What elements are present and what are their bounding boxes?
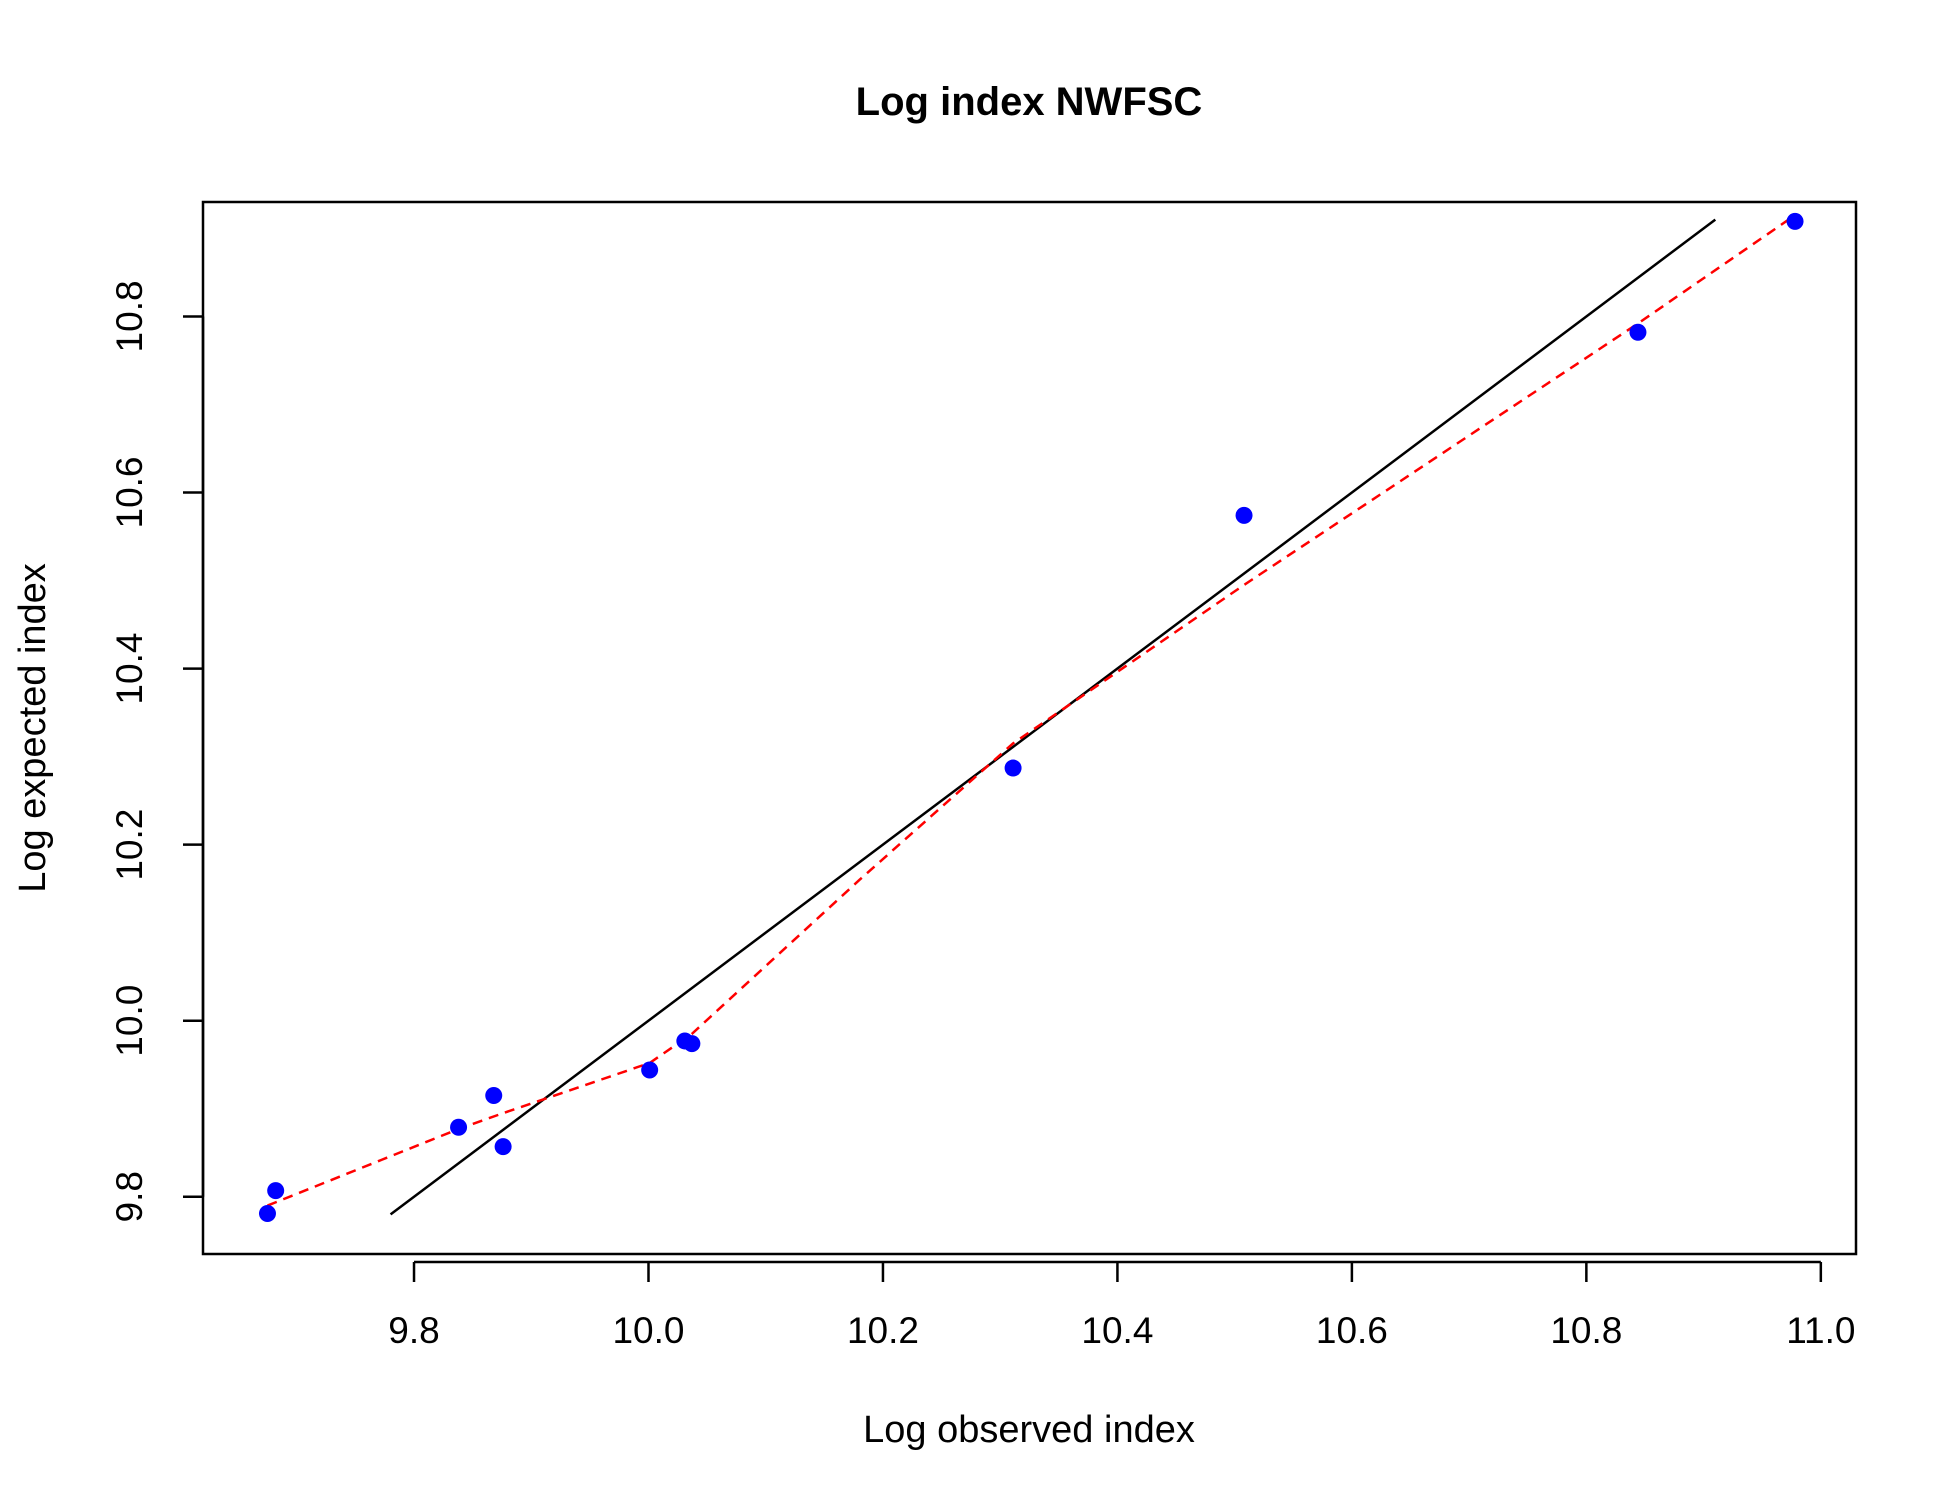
y-tick-label: 10.8 xyxy=(109,280,150,352)
data-point xyxy=(450,1118,468,1136)
data-point xyxy=(641,1061,659,1079)
x-tick-label: 10.6 xyxy=(1316,1310,1388,1351)
data-point xyxy=(1629,323,1647,341)
data-point xyxy=(1235,506,1253,524)
y-tick-label: 10.4 xyxy=(109,633,150,705)
data-point xyxy=(683,1035,701,1053)
y-tick-label: 10.2 xyxy=(109,809,150,881)
x-tick-label: 10.0 xyxy=(612,1310,684,1351)
data-points xyxy=(258,212,1804,1223)
x-tick-label: 10.4 xyxy=(1081,1310,1153,1351)
data-point xyxy=(1004,759,1022,777)
data-point xyxy=(267,1182,285,1200)
data-point xyxy=(258,1205,276,1223)
smoother-line xyxy=(267,214,1796,1207)
data-point xyxy=(494,1138,512,1156)
x-axis: 9.8 10.0 10.2 10.4 10.6 10.8 11.0 xyxy=(388,1260,1855,1351)
data-point xyxy=(485,1087,503,1105)
x-axis-label: Log observed index xyxy=(863,1409,1195,1451)
y-tick-label: 10.0 xyxy=(109,985,150,1057)
x-tick-label: 10.2 xyxy=(847,1310,919,1351)
plot-frame xyxy=(201,200,1858,1256)
x-tick-label: 10.8 xyxy=(1550,1310,1622,1351)
data-point xyxy=(1786,212,1804,230)
y-axis: 9.8 10.0 10.2 10.4 10.6 10.8 xyxy=(109,280,205,1222)
x-tick-label: 11.0 xyxy=(1786,1310,1855,1351)
y-tick-label: 9.8 xyxy=(109,1171,150,1222)
y-axis-label: Log expected index xyxy=(12,563,54,893)
chart-title: Log index NWFSC xyxy=(856,80,1203,124)
y-tick-label: 10.6 xyxy=(109,457,150,529)
x-tick-label: 9.8 xyxy=(388,1310,439,1351)
